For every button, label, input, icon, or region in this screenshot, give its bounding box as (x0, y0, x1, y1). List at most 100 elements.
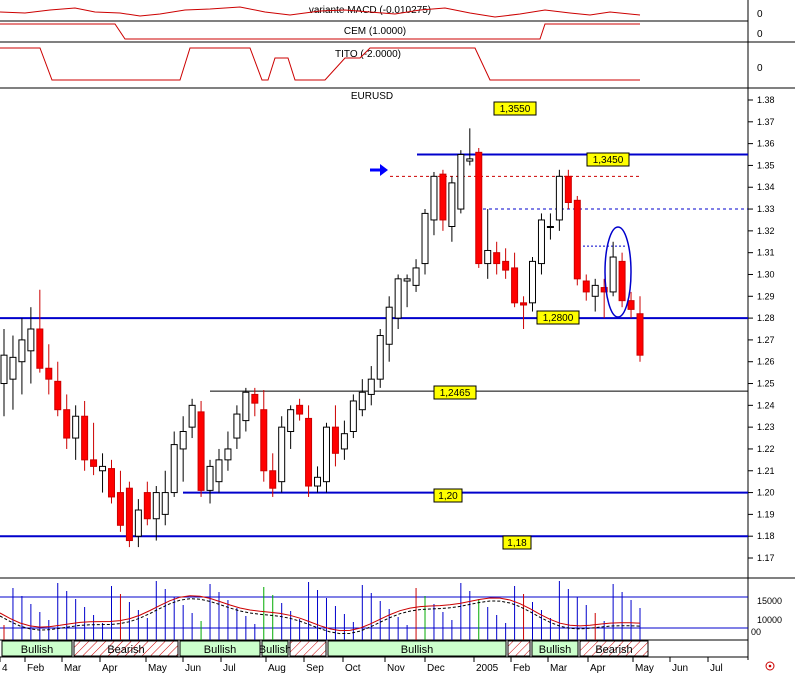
candle-body (197, 411, 205, 491)
y-tick-label: 1.34 (757, 182, 775, 192)
regime-band (531, 640, 579, 657)
candle-body (305, 417, 313, 487)
candle (152, 486, 160, 541)
candle-body (546, 225, 554, 228)
candle (287, 405, 295, 449)
candle (0, 329, 8, 417)
candle-body (90, 459, 98, 467)
y-tick-label: 1.31 (757, 248, 775, 258)
x-tick-label: Jun (185, 663, 201, 674)
y-tick-label: 1.19 (757, 509, 775, 519)
candle-body (72, 415, 80, 439)
candle (358, 379, 366, 417)
y-tick-label: 1.38 (757, 95, 775, 105)
candle-body (18, 339, 26, 363)
candle-body (394, 278, 402, 319)
level-tag-label: 1,2465 (440, 388, 471, 399)
candle (403, 274, 411, 308)
y-tick-label: 1.29 (757, 291, 775, 301)
x-tick-label: Mar (550, 663, 568, 674)
candle-body (457, 154, 465, 210)
candle (457, 150, 465, 214)
candle (484, 209, 492, 279)
arrow-right-icon (370, 164, 388, 176)
level-tag-label: 1,3550 (500, 104, 531, 115)
candle (600, 278, 608, 319)
candle (143, 481, 151, 526)
candle-body (591, 284, 599, 297)
candle (537, 213, 545, 275)
candle-body (242, 391, 250, 422)
level-tag-box (433, 385, 477, 400)
candle (99, 453, 107, 493)
candle-body (45, 367, 53, 380)
x-tick-label: Feb (513, 663, 531, 674)
candle-body (116, 492, 124, 526)
level-tag-label: 1,2800 (543, 313, 574, 324)
candle (582, 274, 590, 301)
candle-body (54, 380, 62, 411)
candle (331, 405, 339, 467)
x-tick-label: Apr (102, 663, 118, 674)
candle-body (278, 426, 286, 483)
candle (385, 296, 393, 362)
candle-body (376, 335, 384, 380)
level-lines: 1,3550 1,3450 1,2800 1,2465 1,20 1,18 (0, 101, 748, 550)
candle-body (134, 509, 142, 537)
candle (206, 459, 214, 504)
regime-band-bullish (1, 640, 73, 657)
macd-axis-label: 0 (757, 9, 763, 20)
y-tick-label: 1.33 (757, 204, 775, 214)
candle (430, 171, 438, 236)
candle (242, 387, 250, 432)
regime-label: Bullish (539, 644, 571, 656)
candle-body (0, 354, 8, 385)
x-tick-label: Jul (710, 663, 723, 674)
cem-title: CEM (1.0000) (344, 26, 406, 37)
candle-body (537, 219, 545, 265)
candle (466, 128, 474, 166)
settings-corner-icon[interactable] (765, 661, 775, 671)
y-tick-label: 1.26 (757, 357, 775, 367)
volume-tick-15000: 15000 (757, 596, 782, 606)
candle (636, 296, 644, 362)
candle-body (125, 487, 133, 542)
candle (520, 296, 528, 329)
candle-body (466, 158, 474, 162)
y-tick-label: 1.37 (757, 117, 775, 127)
y-tick-label: 1.24 (757, 400, 775, 410)
candle (179, 416, 187, 482)
candle-body (502, 260, 510, 271)
candle (573, 195, 581, 286)
candle-body (251, 393, 259, 404)
price-axis: 1.38 1.37 1.36 1.35 1.34 1.33 1.32 1.31 1.30 1.29… (748, 95, 775, 563)
candle-body (9, 356, 17, 380)
candle (134, 499, 142, 548)
x-tick-label: Nov (387, 663, 405, 674)
candle (555, 169, 563, 231)
regime-band-bullish (327, 640, 507, 657)
candle (376, 329, 384, 388)
highlight-ellipse (604, 226, 632, 318)
candle-body (636, 313, 644, 356)
candle-body (143, 492, 151, 520)
candle-body (63, 409, 71, 439)
y-tick-label: 1.35 (757, 160, 775, 170)
candle (215, 448, 223, 493)
candle-body (314, 476, 322, 487)
candle-body (233, 413, 241, 439)
candle (448, 176, 456, 242)
candle (367, 366, 375, 406)
x-tick-label: Apr (590, 663, 606, 674)
x-tick-label: Sep (306, 663, 324, 674)
volume-panel: 15000 10000 00 Bullish Bearish Bullish Bullish… (0, 581, 782, 657)
candle-body (511, 267, 519, 304)
main-title: EURUSD (351, 91, 393, 102)
candle (269, 453, 277, 497)
level-tag-box (493, 101, 537, 116)
regime-band (507, 640, 531, 657)
level-tag-box (433, 488, 463, 503)
candle (618, 252, 626, 308)
candle (251, 387, 259, 417)
candle (18, 318, 26, 395)
